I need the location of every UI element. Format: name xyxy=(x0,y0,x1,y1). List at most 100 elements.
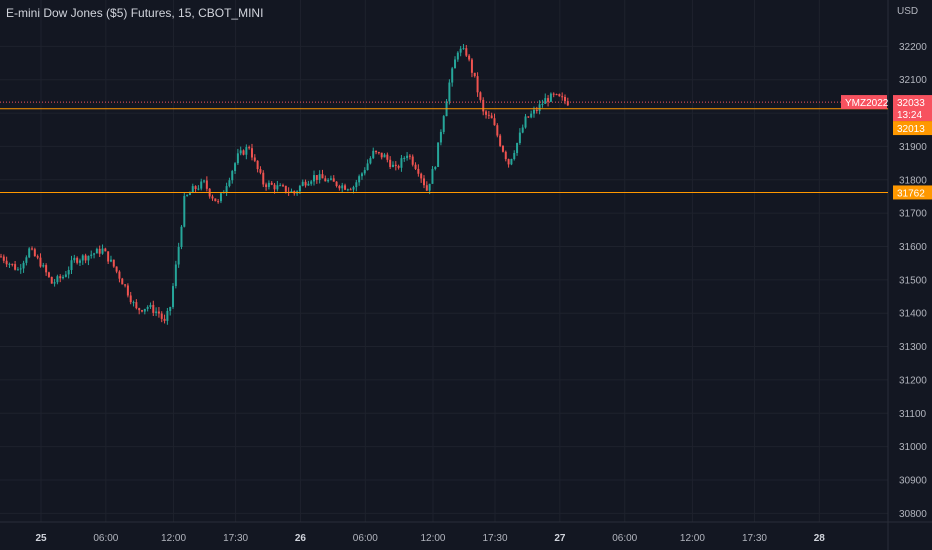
time-axis-label: 06:00 xyxy=(612,533,637,544)
candle-body xyxy=(144,309,146,312)
candle-body xyxy=(530,114,532,118)
candle-body xyxy=(147,307,149,309)
candle-body xyxy=(426,185,428,190)
candle-body xyxy=(3,257,5,261)
candle-body xyxy=(14,264,16,270)
candle-body xyxy=(251,148,253,157)
candle-body xyxy=(384,155,386,158)
candle-body xyxy=(494,118,496,125)
time-axis-label: 12:00 xyxy=(680,533,705,544)
candle-body xyxy=(491,116,493,119)
candle-body xyxy=(462,48,464,49)
candle-body xyxy=(364,170,366,173)
candle-body xyxy=(62,277,64,278)
candle-body xyxy=(93,253,95,254)
candle-body xyxy=(279,185,281,186)
candle-body xyxy=(200,182,202,189)
candle-body xyxy=(544,98,546,104)
candle-body xyxy=(539,104,541,111)
candle-body xyxy=(451,68,453,82)
candle-body xyxy=(214,198,216,201)
price-axis-label: 32100 xyxy=(899,75,927,86)
candle-body xyxy=(550,94,552,102)
candle-body xyxy=(87,256,89,261)
candle-body xyxy=(192,186,194,193)
candle-body xyxy=(68,270,70,274)
candle-body xyxy=(437,142,439,167)
candle-body xyxy=(175,264,177,286)
chart-title: E-mini Dow Jones ($5) Futures, 15, CBOT_… xyxy=(6,6,263,20)
candle-body xyxy=(155,312,157,313)
candle-body xyxy=(403,158,405,159)
candle-body xyxy=(367,163,369,170)
candle-body xyxy=(454,59,456,68)
candle-body xyxy=(25,257,27,263)
candle-body xyxy=(152,305,154,313)
candle-body xyxy=(415,165,417,169)
candle-body xyxy=(265,184,267,187)
candle-body xyxy=(243,150,245,154)
price-axis-label: 30900 xyxy=(899,475,927,486)
candle-body xyxy=(217,201,219,202)
candle-body xyxy=(79,260,81,262)
candle-body xyxy=(434,167,436,169)
candle-body xyxy=(533,110,535,114)
candle-body xyxy=(257,161,259,169)
candle-body xyxy=(274,185,276,190)
candle-body xyxy=(431,169,433,184)
candle-body xyxy=(307,184,309,186)
time-axis-label: 06:00 xyxy=(353,533,378,544)
candle-body xyxy=(254,157,256,160)
candle-body xyxy=(319,174,321,180)
candle-body xyxy=(372,151,374,158)
candle-body xyxy=(510,159,512,164)
candle-body xyxy=(245,147,247,155)
candle-body xyxy=(516,143,518,153)
price-axis-label: 30800 xyxy=(899,509,927,520)
candle-body xyxy=(48,272,50,277)
last-price-label: 32033 xyxy=(897,98,925,109)
candle-body xyxy=(172,286,174,307)
candle-body xyxy=(324,178,326,181)
candle-body xyxy=(333,178,335,181)
candle-body xyxy=(386,155,388,160)
candle-body xyxy=(440,132,442,142)
candle-body xyxy=(169,307,171,311)
candle-body xyxy=(56,276,58,282)
candle-body xyxy=(0,256,2,257)
candle-body xyxy=(541,104,543,105)
candle-body xyxy=(110,260,112,262)
level-price-label: 32013 xyxy=(897,124,925,135)
candle-body xyxy=(118,272,120,279)
time-axis-label: 17:30 xyxy=(742,533,767,544)
candle-body xyxy=(547,98,549,102)
candle-body xyxy=(271,183,273,185)
time-axis-label: 25 xyxy=(35,533,47,544)
price-axis-label: 31200 xyxy=(899,375,927,386)
candle-body xyxy=(527,116,529,117)
candle-body xyxy=(471,60,473,73)
candle-body xyxy=(513,153,515,159)
candle-body xyxy=(45,265,47,272)
candle-body xyxy=(178,247,180,265)
time-axis-label: 17:30 xyxy=(483,533,508,544)
candle-body xyxy=(54,282,56,283)
candle-body xyxy=(420,174,422,179)
candle-body xyxy=(358,176,360,182)
candle-body xyxy=(51,277,53,284)
time-axis-label: 26 xyxy=(295,533,307,544)
candle-body xyxy=(429,184,431,191)
candle-body xyxy=(468,56,470,60)
price-axis-label: 31100 xyxy=(899,409,927,420)
candle-body xyxy=(344,185,346,189)
candle-body xyxy=(477,76,479,92)
candle-body xyxy=(17,269,19,270)
candle-body xyxy=(448,83,450,102)
price-axis-label: 31800 xyxy=(899,175,927,186)
candle-body xyxy=(240,150,242,153)
candle-body xyxy=(302,182,304,186)
candle-body xyxy=(121,279,123,285)
candle-body xyxy=(353,187,355,189)
candle-body xyxy=(316,175,318,180)
